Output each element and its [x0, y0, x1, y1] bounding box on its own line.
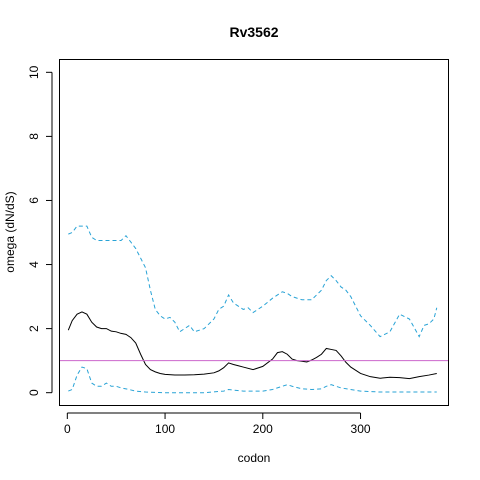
y-axis-label: omega (dN/dS) — [3, 191, 17, 272]
series-line-3 — [68, 366, 437, 394]
y-tick-label: 2 — [27, 325, 41, 332]
y-tick-label: 0 — [27, 389, 41, 396]
x-tick-label: 200 — [253, 422, 273, 436]
y-tick-label: 8 — [27, 133, 41, 140]
series-line-1 — [67, 311, 437, 380]
y-tick-label: 10 — [27, 65, 41, 79]
plot-frame — [59, 59, 449, 406]
chart-title: Rv3562 — [229, 24, 278, 40]
x-tick-label: 300 — [351, 422, 371, 436]
series-line-2 — [68, 225, 438, 338]
x-tick-label: 100 — [155, 422, 175, 436]
y-axis: 0 2 4 6 8 10 — [27, 65, 53, 396]
series-layer — [67, 225, 438, 394]
x-axis: 0 100 200 300 — [64, 412, 371, 436]
x-tick-label: 0 — [64, 422, 71, 436]
y-tick-label: 4 — [27, 261, 41, 268]
y-tick-label: 6 — [27, 197, 41, 204]
x-axis-label: codon — [238, 451, 271, 465]
